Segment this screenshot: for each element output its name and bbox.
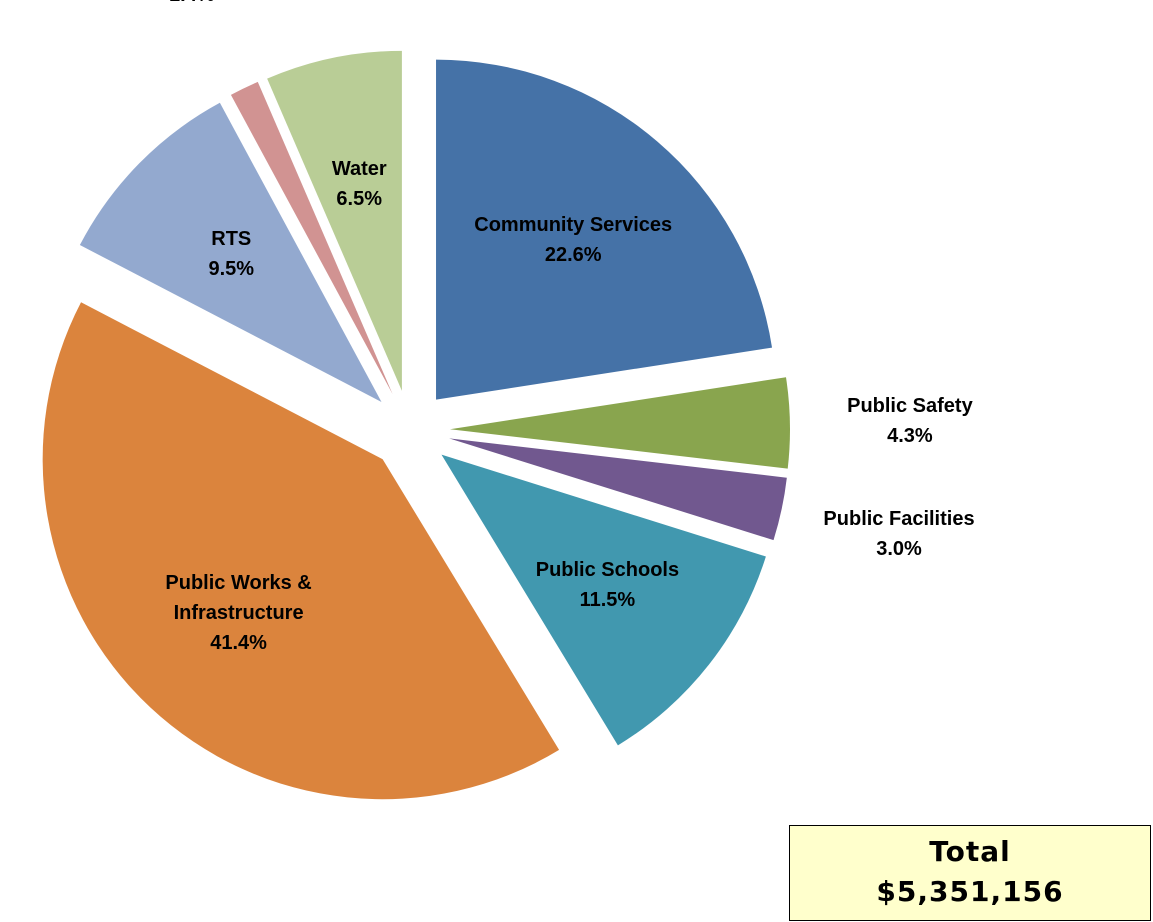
slice-label: Public Safety 4.3% [847, 391, 973, 451]
pie-slice [449, 438, 787, 541]
pie-slice [449, 377, 790, 469]
value-label: 4.3% [887, 424, 933, 447]
slice-label: Public Works & Infrastructure 41.4% [119, 568, 359, 658]
value-label: 9.5% [208, 258, 255, 281]
value-label: 22.6% [544, 243, 602, 266]
pie-slice [230, 81, 393, 395]
slice-label: Water 6.5% [332, 154, 387, 214]
pie-slice [42, 302, 560, 800]
category-label: Public Safety [847, 394, 973, 417]
pie-slice [441, 454, 766, 746]
total-box: Total $5,351,156 [789, 825, 1151, 921]
value-label: 41.4% [210, 632, 267, 655]
value-label: 1.4% [162, 0, 221, 10]
slice-label: Community Services 22.6% [474, 210, 672, 270]
pie-slice [79, 102, 382, 402]
total-label: Total [929, 835, 1011, 868]
pie-slice [436, 59, 773, 400]
category-label: Water [331, 158, 387, 181]
slice-label: Public Facilities 3.0% [823, 504, 974, 564]
value-label: 11.5% [579, 588, 636, 611]
category-label: Public Facilities [823, 508, 975, 531]
value-label: 6.5% [336, 188, 383, 211]
pie-slice [267, 50, 402, 391]
slice-label: RTS 9.5% [208, 224, 254, 284]
slice-label: Sewer1.4% [162, 0, 221, 10]
category-label: Community Services [474, 213, 673, 236]
category-label: Public Schools [535, 558, 680, 581]
total-value: $5,351,156 [876, 875, 1064, 908]
slice-label: Public Schools 11.5% [536, 555, 679, 615]
category-label: RTS [211, 228, 252, 251]
category-label: Public Works & Infrastructure [165, 572, 312, 625]
value-label: 3.0% [876, 538, 922, 561]
